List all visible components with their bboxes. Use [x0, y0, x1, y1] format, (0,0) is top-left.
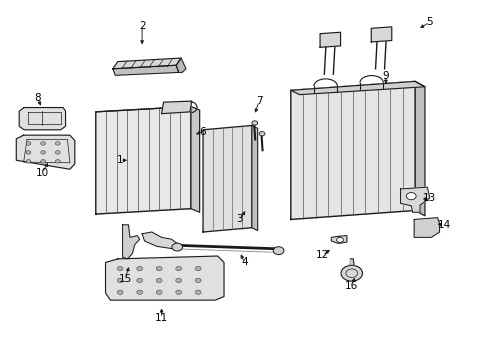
Circle shape [156, 290, 162, 294]
Text: 12: 12 [315, 250, 328, 260]
Circle shape [195, 290, 201, 294]
Polygon shape [16, 135, 75, 169]
Circle shape [195, 266, 201, 271]
Circle shape [55, 159, 60, 163]
Text: 15: 15 [118, 274, 131, 284]
Polygon shape [251, 126, 257, 230]
Polygon shape [413, 218, 439, 237]
Circle shape [175, 278, 181, 283]
Circle shape [26, 150, 31, 154]
Circle shape [171, 243, 182, 251]
Polygon shape [142, 232, 178, 249]
Circle shape [340, 265, 362, 281]
Circle shape [41, 150, 45, 154]
Circle shape [117, 278, 123, 283]
Circle shape [336, 237, 343, 242]
Circle shape [259, 132, 264, 136]
Text: 4: 4 [241, 257, 247, 267]
Text: 10: 10 [36, 168, 49, 178]
Polygon shape [203, 126, 251, 232]
Circle shape [251, 121, 257, 125]
Text: 1: 1 [117, 155, 123, 165]
Circle shape [137, 266, 142, 271]
Circle shape [26, 141, 31, 145]
Polygon shape [330, 235, 346, 243]
Circle shape [175, 266, 181, 271]
Text: 16: 16 [345, 281, 358, 291]
Polygon shape [161, 101, 191, 114]
Circle shape [156, 266, 162, 271]
Circle shape [195, 278, 201, 283]
Text: 9: 9 [382, 71, 388, 81]
Text: 11: 11 [155, 313, 168, 323]
Circle shape [137, 278, 142, 283]
Polygon shape [19, 108, 65, 130]
Polygon shape [122, 225, 140, 259]
Circle shape [55, 141, 60, 145]
Circle shape [273, 247, 284, 255]
Polygon shape [348, 259, 353, 265]
Text: 13: 13 [422, 193, 435, 203]
Polygon shape [320, 32, 340, 47]
Polygon shape [414, 81, 424, 216]
Circle shape [26, 159, 31, 163]
Circle shape [55, 150, 60, 154]
Polygon shape [96, 107, 190, 214]
Circle shape [137, 290, 142, 294]
Polygon shape [113, 65, 178, 75]
Polygon shape [290, 81, 424, 95]
Circle shape [175, 290, 181, 294]
Polygon shape [176, 58, 185, 72]
Circle shape [41, 141, 45, 145]
Polygon shape [400, 187, 429, 212]
Polygon shape [190, 107, 199, 212]
Circle shape [156, 278, 162, 283]
Polygon shape [290, 81, 414, 220]
Text: 2: 2 [139, 21, 145, 31]
Polygon shape [105, 256, 224, 300]
Text: 6: 6 [199, 127, 206, 136]
Polygon shape [370, 27, 391, 42]
Text: 3: 3 [236, 215, 243, 224]
Circle shape [41, 159, 45, 163]
Circle shape [406, 193, 415, 200]
Polygon shape [113, 58, 181, 69]
Text: 14: 14 [437, 220, 450, 230]
Text: 5: 5 [426, 17, 432, 27]
Circle shape [117, 266, 123, 271]
Circle shape [117, 290, 123, 294]
Text: 7: 7 [255, 96, 262, 106]
Text: 8: 8 [34, 93, 41, 103]
